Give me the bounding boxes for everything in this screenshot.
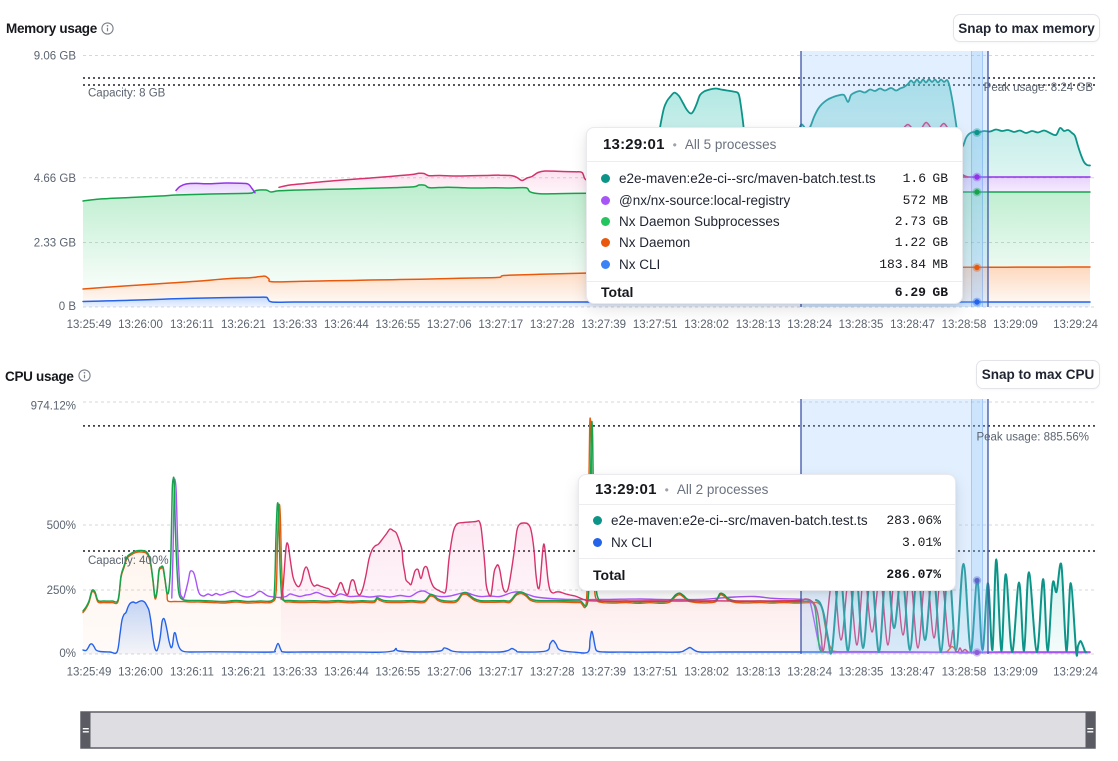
svg-text:13:27:06: 13:27:06 — [427, 667, 472, 679]
svg-text:13:28:24: 13:28:24 — [787, 319, 832, 331]
svg-text:13:27:06: 13:27:06 — [427, 319, 472, 331]
svg-text:13:26:21: 13:26:21 — [221, 319, 266, 331]
svg-text:13:25:49: 13:25:49 — [67, 319, 112, 331]
svg-text:13:26:33: 13:26:33 — [273, 319, 318, 331]
svg-text:13:29:09: 13:29:09 — [993, 319, 1038, 331]
svg-text:500%: 500% — [47, 520, 76, 532]
svg-text:13:26:21: 13:26:21 — [221, 667, 266, 679]
svg-text:Capacity: 400%: Capacity: 400% — [88, 555, 169, 567]
svg-text:2.33 GB: 2.33 GB — [34, 238, 77, 250]
svg-text:13:26:44: 13:26:44 — [324, 319, 369, 331]
svg-text:Peak usage: 8.24 GB: Peak usage: 8.24 GB — [984, 82, 1094, 94]
svg-text:13:28:58: 13:28:58 — [942, 667, 987, 679]
svg-text:13:26:55: 13:26:55 — [375, 667, 420, 679]
svg-text:13:27:28: 13:27:28 — [530, 667, 575, 679]
svg-text:13:26:11: 13:26:11 — [170, 667, 214, 679]
svg-text:13:29:24: 13:29:24 — [1053, 319, 1098, 331]
svg-text:13:25:49: 13:25:49 — [67, 667, 112, 679]
svg-text:13:27:39: 13:27:39 — [581, 319, 626, 331]
svg-text:13:27:51: 13:27:51 — [633, 319, 678, 331]
svg-text:13:26:33: 13:26:33 — [273, 667, 318, 679]
svg-text:13:27:51: 13:27:51 — [633, 667, 678, 679]
svg-text:13:26:55: 13:26:55 — [375, 319, 420, 331]
svg-text:13:26:44: 13:26:44 — [324, 667, 369, 679]
svg-text:13:28:58: 13:28:58 — [942, 319, 987, 331]
svg-text:13:28:02: 13:28:02 — [684, 319, 729, 331]
svg-text:13:28:35: 13:28:35 — [839, 319, 884, 331]
svg-text:13:29:09: 13:29:09 — [993, 667, 1038, 679]
svg-text:13:28:13: 13:28:13 — [736, 667, 781, 679]
svg-text:9.06 GB: 9.06 GB — [34, 51, 77, 63]
svg-text:13:26:00: 13:26:00 — [118, 667, 163, 679]
svg-text:13:27:17: 13:27:17 — [478, 667, 523, 679]
svg-text:13:28:02: 13:28:02 — [684, 667, 729, 679]
svg-text:13:28:24: 13:28:24 — [787, 667, 832, 679]
svg-text:Capacity: 8 GB: Capacity: 8 GB — [88, 88, 166, 100]
svg-text:13:28:35: 13:28:35 — [839, 667, 884, 679]
svg-text:0%: 0% — [59, 648, 76, 660]
svg-text:4.66 GB: 4.66 GB — [34, 173, 77, 185]
svg-text:0 B: 0 B — [59, 301, 77, 313]
svg-text:13:27:39: 13:27:39 — [581, 667, 626, 679]
svg-text:250%: 250% — [47, 585, 76, 597]
svg-text:13:26:11: 13:26:11 — [170, 319, 214, 331]
svg-text:13:27:17: 13:27:17 — [478, 319, 523, 331]
svg-text:13:28:13: 13:28:13 — [736, 319, 781, 331]
svg-text:13:27:28: 13:27:28 — [530, 319, 575, 331]
svg-text:13:28:47: 13:28:47 — [890, 319, 935, 331]
svg-text:974.12%: 974.12% — [31, 401, 76, 413]
svg-text:Peak usage: 885.56%: Peak usage: 885.56% — [976, 432, 1089, 444]
svg-text:13:29:24: 13:29:24 — [1053, 667, 1098, 679]
svg-text:13:28:47: 13:28:47 — [890, 667, 935, 679]
svg-text:13:26:00: 13:26:00 — [118, 319, 163, 331]
